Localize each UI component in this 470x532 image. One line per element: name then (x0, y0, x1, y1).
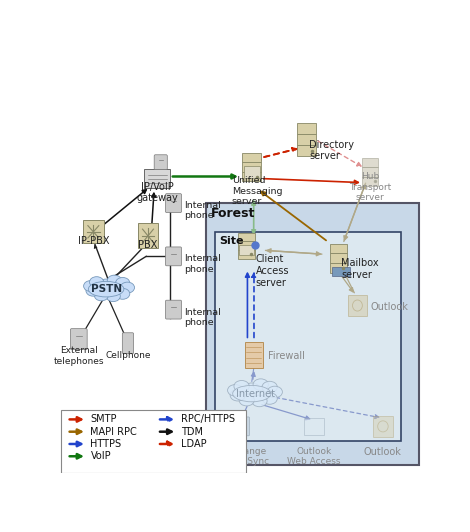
Text: SMTP: SMTP (90, 414, 117, 425)
FancyBboxPatch shape (330, 253, 347, 263)
FancyBboxPatch shape (122, 333, 133, 354)
Ellipse shape (88, 281, 124, 297)
Text: Hub
Transport
server: Hub Transport server (349, 172, 392, 202)
Text: Cellphone: Cellphone (105, 351, 151, 360)
FancyBboxPatch shape (83, 220, 103, 243)
Text: IP-PBX: IP-PBX (78, 236, 109, 246)
Ellipse shape (106, 290, 120, 302)
FancyBboxPatch shape (238, 241, 255, 250)
Ellipse shape (94, 290, 109, 301)
Ellipse shape (253, 379, 268, 390)
FancyBboxPatch shape (70, 329, 87, 350)
Text: LDAP: LDAP (181, 439, 206, 449)
Ellipse shape (89, 277, 104, 288)
Ellipse shape (116, 288, 130, 300)
Ellipse shape (233, 385, 271, 402)
FancyBboxPatch shape (330, 244, 347, 253)
Ellipse shape (120, 282, 134, 293)
Text: PSTN: PSTN (91, 284, 122, 294)
Text: Outlook: Outlook (370, 302, 408, 312)
Text: Exchange
ActiveSync: Exchange ActiveSync (219, 447, 270, 466)
FancyBboxPatch shape (330, 263, 347, 273)
Text: Outlook: Outlook (364, 447, 402, 457)
FancyBboxPatch shape (165, 194, 181, 213)
Ellipse shape (252, 395, 267, 406)
FancyBboxPatch shape (297, 135, 316, 145)
Text: Client
Access
server: Client Access server (256, 254, 289, 287)
Ellipse shape (84, 280, 98, 292)
FancyBboxPatch shape (362, 158, 378, 168)
Text: IP/VoIP
gateway: IP/VoIP gateway (136, 182, 178, 203)
Text: TDM: TDM (181, 427, 203, 437)
Text: Unified
Messaging
server: Unified Messaging server (232, 177, 282, 206)
Text: RPC/HTTPS: RPC/HTTPS (181, 414, 235, 425)
Ellipse shape (86, 285, 100, 296)
Text: Firewall: Firewall (268, 352, 305, 361)
FancyBboxPatch shape (144, 169, 170, 188)
Text: Outlook
Web Access: Outlook Web Access (287, 447, 340, 466)
Text: Site: Site (220, 236, 244, 246)
FancyBboxPatch shape (243, 167, 260, 178)
FancyBboxPatch shape (304, 418, 324, 435)
Ellipse shape (234, 380, 249, 392)
FancyBboxPatch shape (239, 245, 254, 255)
Text: External
telephones: External telephones (54, 346, 104, 366)
Ellipse shape (107, 275, 121, 286)
Text: Mailbox
server: Mailbox server (341, 259, 379, 280)
Text: Directory
server: Directory server (309, 139, 354, 161)
FancyBboxPatch shape (331, 268, 350, 277)
FancyBboxPatch shape (243, 162, 261, 172)
Ellipse shape (244, 383, 259, 394)
Text: Internal
phone: Internal phone (184, 201, 221, 220)
Text: PBX: PBX (138, 240, 157, 250)
FancyBboxPatch shape (245, 342, 263, 368)
FancyBboxPatch shape (165, 300, 181, 319)
Ellipse shape (262, 381, 277, 393)
FancyBboxPatch shape (362, 177, 378, 186)
FancyBboxPatch shape (138, 223, 158, 248)
FancyBboxPatch shape (348, 295, 367, 316)
FancyBboxPatch shape (165, 247, 181, 266)
Text: VoIP: VoIP (90, 451, 111, 461)
FancyBboxPatch shape (297, 123, 316, 134)
FancyBboxPatch shape (206, 203, 419, 466)
Text: Internet: Internet (236, 389, 275, 400)
Ellipse shape (239, 394, 254, 406)
FancyBboxPatch shape (297, 145, 316, 156)
FancyBboxPatch shape (243, 172, 261, 181)
FancyBboxPatch shape (61, 410, 246, 473)
Text: MAPI RPC: MAPI RPC (90, 427, 137, 437)
FancyBboxPatch shape (243, 153, 261, 162)
Text: HTTPS: HTTPS (90, 439, 122, 449)
Ellipse shape (230, 389, 245, 401)
Text: Internal
phone: Internal phone (184, 254, 221, 274)
FancyBboxPatch shape (362, 168, 378, 177)
FancyBboxPatch shape (154, 155, 167, 170)
Text: Forest: Forest (211, 207, 255, 220)
Ellipse shape (116, 278, 130, 288)
FancyBboxPatch shape (238, 250, 255, 259)
Ellipse shape (99, 279, 113, 290)
FancyBboxPatch shape (239, 417, 250, 436)
FancyBboxPatch shape (373, 416, 393, 437)
Text: Internal
phone: Internal phone (184, 307, 221, 327)
Ellipse shape (262, 393, 277, 404)
Ellipse shape (267, 386, 282, 398)
FancyBboxPatch shape (215, 232, 401, 440)
FancyBboxPatch shape (238, 232, 255, 242)
Ellipse shape (227, 385, 243, 396)
